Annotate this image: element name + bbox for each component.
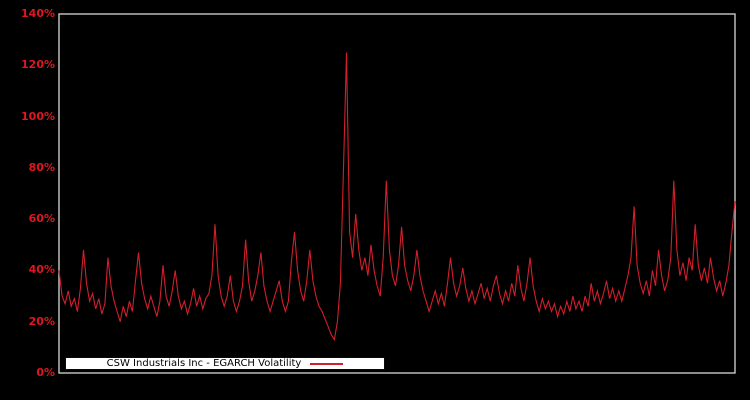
- y-axis-tick-label: 80%: [28, 161, 55, 174]
- y-axis-tick-label: 100%: [21, 110, 55, 123]
- y-axis-tick-label: 60%: [28, 212, 55, 225]
- y-axis-tick-label: 0%: [36, 366, 55, 379]
- y-axis-tick-label: 120%: [21, 58, 55, 71]
- legend-line-sample: [310, 362, 344, 365]
- y-axis-tick-label: 140%: [21, 7, 55, 20]
- y-axis-tick-label: 40%: [28, 263, 55, 276]
- y-axis-tick-label: 20%: [28, 315, 55, 328]
- legend-label: CSW Industrials Inc - EGARCH Volatility: [106, 358, 302, 369]
- volatility-line: [58, 52, 736, 342]
- plot-border: [58, 13, 736, 374]
- legend: CSW Industrials Inc - EGARCH Volatility: [65, 357, 385, 370]
